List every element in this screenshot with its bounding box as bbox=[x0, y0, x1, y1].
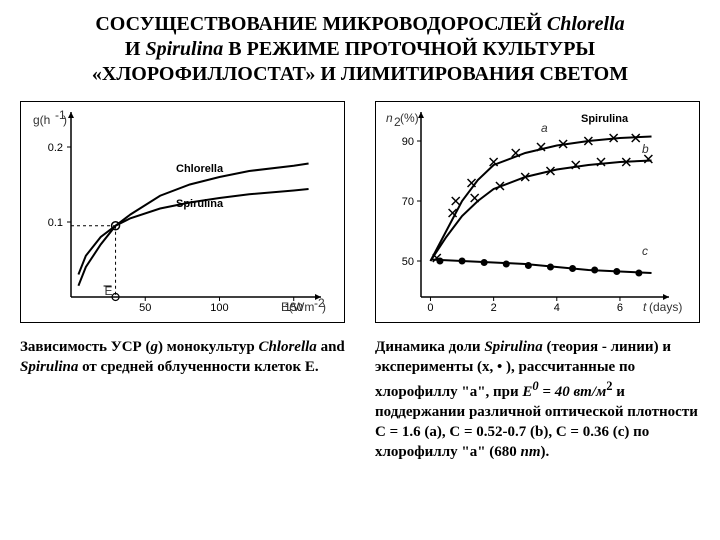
caption-right: Динамика доли Spirulina (теория - линии)… bbox=[375, 337, 700, 463]
left-chart: 0.10.250100150g(h-1)E(Wm-2)EChlorellaSpi… bbox=[20, 101, 345, 323]
svg-text:0.2: 0.2 bbox=[48, 142, 63, 154]
svg-text:E: E bbox=[105, 284, 113, 298]
svg-text:): ) bbox=[63, 113, 67, 127]
svg-text:70: 70 bbox=[402, 196, 414, 208]
svg-text:6: 6 bbox=[617, 302, 623, 314]
svg-text:c: c bbox=[642, 244, 648, 258]
svg-text:50: 50 bbox=[139, 302, 151, 314]
svg-text:a: a bbox=[541, 121, 548, 135]
caption-left: Зависимость УСР (g) монокультур Chlorell… bbox=[20, 337, 345, 378]
svg-text:90: 90 bbox=[402, 136, 414, 148]
svg-text:Chlorella: Chlorella bbox=[176, 163, 224, 175]
svg-text:0: 0 bbox=[427, 302, 433, 314]
svg-text:Spirulina: Spirulina bbox=[176, 198, 224, 210]
svg-text:b: b bbox=[642, 142, 649, 156]
page-title: СОСУЩЕСТВОВАНИЕ МИКРОВОДОРОСЛЕЙ Chlorell… bbox=[20, 12, 700, 87]
svg-text:50: 50 bbox=[402, 256, 414, 268]
svg-text:4: 4 bbox=[554, 302, 560, 314]
right-chart: 5070900246n2(%)t (days)abcSpirulina bbox=[375, 101, 700, 323]
svg-text:(%): (%) bbox=[400, 111, 419, 125]
svg-text:Spirulina: Spirulina bbox=[581, 113, 629, 125]
svg-text:0.1: 0.1 bbox=[48, 217, 63, 229]
svg-text:2: 2 bbox=[491, 302, 497, 314]
svg-text:t: t bbox=[643, 300, 647, 314]
svg-text:): ) bbox=[322, 300, 326, 314]
svg-text:(days): (days) bbox=[649, 300, 682, 314]
svg-text:n: n bbox=[386, 111, 393, 125]
svg-text:100: 100 bbox=[210, 302, 228, 314]
svg-text:E(Wm: E(Wm bbox=[281, 300, 314, 314]
svg-text:g(h: g(h bbox=[33, 113, 50, 127]
